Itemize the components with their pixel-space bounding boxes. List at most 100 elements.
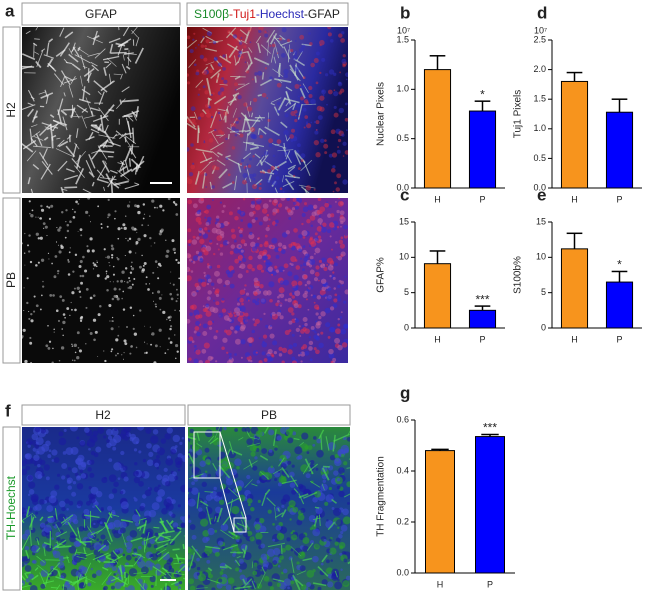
speck (262, 208, 267, 213)
speck (259, 135, 262, 138)
speck (255, 243, 259, 247)
speck (234, 330, 237, 333)
speck (112, 447, 116, 451)
header-part: -Tuj1 (229, 7, 256, 21)
speck (267, 225, 269, 227)
speck (330, 559, 333, 562)
speck (290, 580, 294, 584)
speck (334, 263, 338, 267)
speck (188, 337, 193, 342)
speck (123, 308, 125, 310)
speck (52, 523, 55, 526)
speck (305, 253, 310, 258)
speck (123, 466, 128, 471)
speck (318, 316, 321, 319)
speck (296, 328, 300, 332)
fiber (130, 158, 131, 167)
speck (23, 310, 24, 311)
speck (213, 335, 217, 339)
speck (80, 320, 82, 322)
speck (255, 217, 258, 220)
speck (121, 354, 122, 355)
speck (301, 432, 308, 439)
speck (198, 221, 202, 225)
speck (303, 236, 306, 239)
speck (68, 273, 71, 276)
speck (213, 287, 215, 289)
speck (51, 362, 53, 364)
speck (145, 283, 146, 284)
speck (227, 272, 233, 278)
speck (336, 173, 341, 178)
speck (84, 427, 90, 433)
speck (258, 30, 261, 33)
speck (174, 310, 176, 312)
speck (309, 336, 311, 338)
speck (198, 511, 206, 519)
speck (61, 211, 63, 213)
speck (53, 551, 61, 559)
speck (241, 357, 243, 359)
speck (272, 180, 277, 185)
speck (223, 285, 225, 287)
speck (21, 460, 27, 466)
speck (38, 237, 40, 239)
speck (285, 545, 291, 551)
speck (117, 280, 119, 282)
speck (255, 518, 259, 522)
speck (127, 585, 134, 592)
speck (157, 267, 158, 268)
speck (199, 228, 202, 231)
speck (294, 446, 302, 454)
speck (221, 131, 225, 135)
speck (23, 287, 24, 288)
speck (56, 309, 59, 312)
speck (276, 255, 280, 259)
speck (295, 40, 297, 42)
speck (193, 33, 195, 35)
speck (337, 146, 339, 148)
speck (213, 487, 216, 490)
speck (304, 115, 308, 119)
speck (112, 317, 113, 318)
speck (127, 240, 129, 242)
speck (239, 234, 243, 238)
speck (229, 211, 233, 215)
speck (298, 234, 302, 238)
speck (243, 198, 245, 200)
speck (131, 345, 133, 347)
speck (167, 559, 172, 564)
speck (345, 150, 350, 155)
speck (120, 280, 123, 283)
speck (171, 298, 174, 301)
speck (192, 239, 198, 245)
speck (345, 102, 348, 105)
speck (302, 325, 304, 327)
speck (48, 253, 49, 254)
speck (341, 59, 346, 64)
speck (73, 520, 75, 522)
speck (106, 443, 111, 448)
speck (133, 278, 135, 280)
speck (125, 216, 126, 217)
speck (337, 324, 340, 327)
speck (113, 462, 121, 470)
speck (209, 327, 212, 330)
speck (65, 237, 67, 239)
speck (270, 466, 273, 469)
speck (278, 347, 282, 351)
speck (333, 298, 337, 302)
speck (291, 549, 294, 552)
speck (112, 298, 115, 301)
speck (233, 34, 237, 38)
speck (205, 448, 210, 453)
speck (156, 207, 158, 209)
speck (157, 489, 165, 497)
speck (182, 516, 189, 523)
speck (337, 256, 342, 261)
speck (115, 296, 117, 298)
speck (91, 451, 95, 455)
speck (218, 313, 223, 318)
speck (71, 302, 72, 303)
